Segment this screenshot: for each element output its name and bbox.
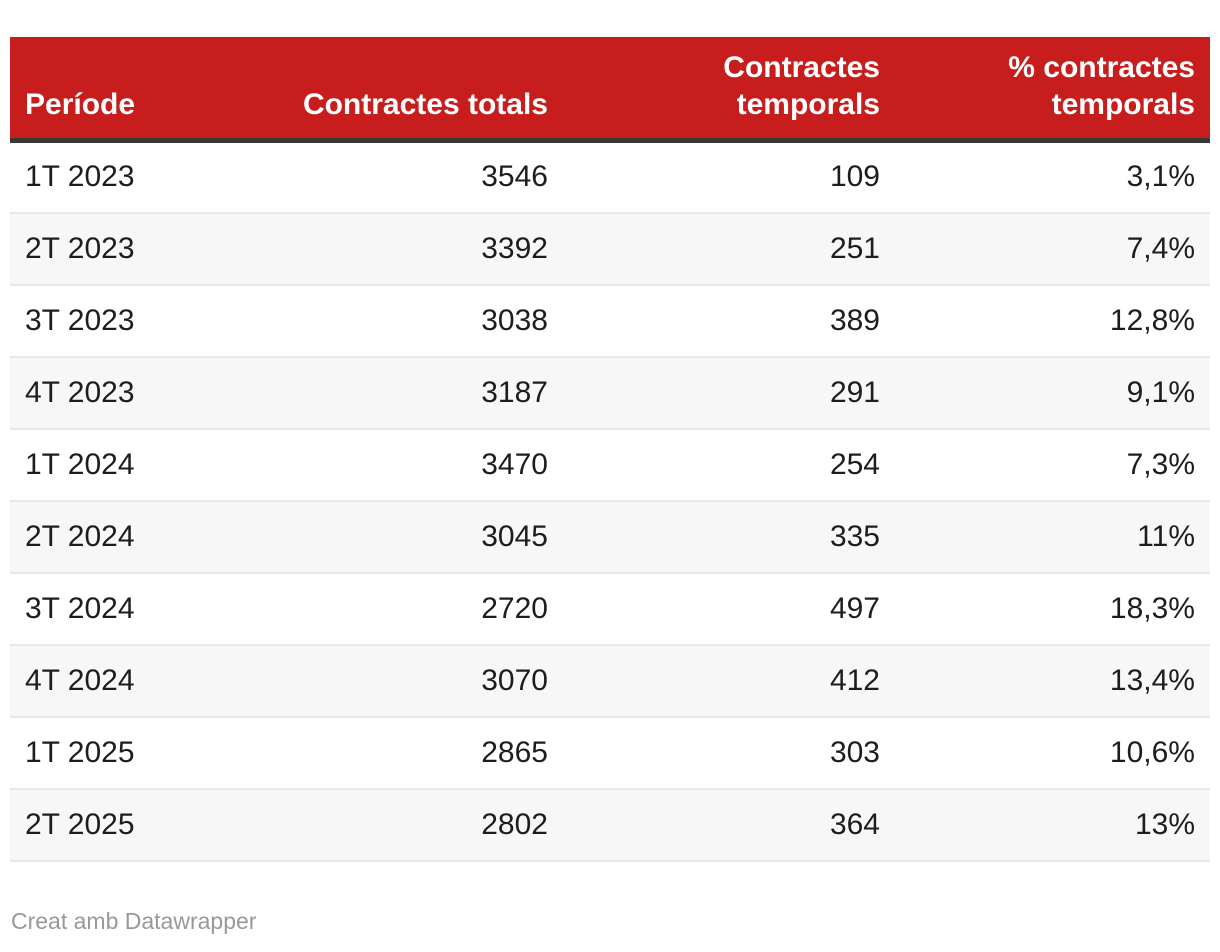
cell-pct-temporals: 13,4% bbox=[895, 643, 1210, 717]
cell-periode: 4T 2023 bbox=[10, 355, 260, 429]
cell-contractes-totals: 3038 bbox=[260, 283, 563, 357]
cell-contractes-temporals: 497 bbox=[563, 571, 895, 645]
cell-pct-temporals: 7,3% bbox=[895, 427, 1210, 501]
cell-contractes-totals: 2720 bbox=[260, 571, 563, 645]
cell-pct-temporals: 10,6% bbox=[895, 715, 1210, 789]
cell-periode: 3T 2023 bbox=[10, 283, 260, 357]
table-row: 2T 2025 2802 364 13% bbox=[10, 787, 1210, 862]
column-header-pct-temporals: % contractes temporals bbox=[895, 37, 1210, 143]
cell-contractes-totals: 3045 bbox=[260, 499, 563, 573]
table-row: 4T 2024 3070 412 13,4% bbox=[10, 643, 1210, 717]
cell-pct-temporals: 12,8% bbox=[895, 283, 1210, 357]
table-row: 1T 2023 3546 109 3,1% bbox=[10, 140, 1210, 213]
cell-pct-temporals: 9,1% bbox=[895, 355, 1210, 429]
cell-contractes-totals: 3546 bbox=[260, 140, 563, 213]
cell-contractes-totals: 3070 bbox=[260, 643, 563, 717]
cell-contractes-totals: 3470 bbox=[260, 427, 563, 501]
cell-contractes-temporals: 251 bbox=[563, 211, 895, 285]
cell-pct-temporals: 18,3% bbox=[895, 571, 1210, 645]
table-row: 4T 2023 3187 291 9,1% bbox=[10, 355, 1210, 429]
cell-periode: 2T 2024 bbox=[10, 499, 260, 573]
column-header-periode: Període bbox=[10, 37, 260, 143]
table-row: 2T 2024 3045 335 11% bbox=[10, 499, 1210, 573]
cell-contractes-temporals: 109 bbox=[563, 140, 895, 213]
cell-pct-temporals: 11% bbox=[895, 499, 1210, 573]
cell-periode: 2T 2023 bbox=[10, 211, 260, 285]
cell-contractes-temporals: 303 bbox=[563, 715, 895, 789]
cell-contractes-totals: 2865 bbox=[260, 715, 563, 789]
cell-periode: 1T 2023 bbox=[10, 140, 260, 213]
cell-periode: 3T 2024 bbox=[10, 571, 260, 645]
table-row: 3T 2024 2720 497 18,3% bbox=[10, 571, 1210, 645]
table-row: 1T 2025 2865 303 10,6% bbox=[10, 715, 1210, 789]
cell-contractes-totals: 3187 bbox=[260, 355, 563, 429]
cell-periode: 1T 2024 bbox=[10, 427, 260, 501]
cell-contractes-temporals: 335 bbox=[563, 499, 895, 573]
cell-pct-temporals: 3,1% bbox=[895, 140, 1210, 213]
cell-contractes-totals: 3392 bbox=[260, 211, 563, 285]
datawrapper-table: Període Contractes totals Contractes tem… bbox=[10, 37, 1210, 862]
contracts-table: Període Contractes totals Contractes tem… bbox=[10, 37, 1210, 862]
table-row: 2T 2023 3392 251 7,4% bbox=[10, 211, 1210, 285]
cell-pct-temporals: 13% bbox=[895, 787, 1210, 862]
datawrapper-credit-link[interactable]: Creat amb Datawrapper bbox=[11, 908, 257, 934]
cell-pct-temporals: 7,4% bbox=[895, 211, 1210, 285]
cell-periode: 4T 2024 bbox=[10, 643, 260, 717]
table-row: 3T 2023 3038 389 12,8% bbox=[10, 283, 1210, 357]
column-header-contractes-totals: Contractes totals bbox=[260, 37, 563, 143]
cell-contractes-totals: 2802 bbox=[260, 787, 563, 862]
table-row: 1T 2024 3470 254 7,3% bbox=[10, 427, 1210, 501]
cell-contractes-temporals: 364 bbox=[563, 787, 895, 862]
cell-periode: 2T 2025 bbox=[10, 787, 260, 862]
cell-contractes-temporals: 412 bbox=[563, 643, 895, 717]
column-header-contractes-temporals: Contractes temporals bbox=[563, 37, 895, 143]
cell-contractes-temporals: 291 bbox=[563, 355, 895, 429]
table-header-row: Període Contractes totals Contractes tem… bbox=[10, 37, 1210, 143]
cell-contractes-temporals: 254 bbox=[563, 427, 895, 501]
cell-periode: 1T 2025 bbox=[10, 715, 260, 789]
cell-contractes-temporals: 389 bbox=[563, 283, 895, 357]
